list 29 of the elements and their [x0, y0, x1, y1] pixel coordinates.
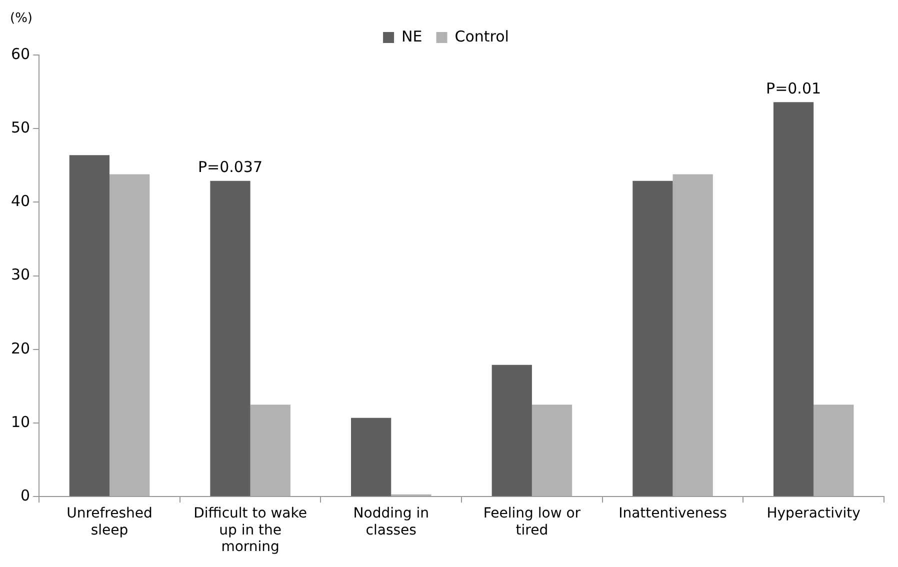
annotation: P=0.01 — [766, 79, 822, 98]
annotation: P=0.037 — [198, 158, 263, 176]
y-tick-label: 0 — [20, 486, 30, 504]
legend-label: Control — [454, 27, 509, 46]
y-tick-label: 20 — [10, 339, 30, 358]
y-tick-label: 50 — [10, 118, 30, 136]
x-tick-label: Nodding in classes — [353, 506, 429, 538]
bar — [492, 364, 532, 496]
x-tick-label: Difficult to wake up in the morning — [194, 506, 308, 556]
y-tick-label: 60 — [10, 44, 30, 63]
x-tick-label: Unrefreshed sleep — [66, 506, 152, 538]
bar — [69, 155, 110, 496]
x-tick-label: Inattentiveness — [618, 506, 727, 522]
bar — [210, 180, 250, 496]
y-tick-label: 40 — [10, 192, 30, 210]
y-tick-label: 30 — [10, 266, 30, 284]
bar — [532, 404, 572, 496]
bar — [814, 404, 854, 496]
y-axis-title: (%) — [10, 10, 32, 26]
legend-label: NE — [402, 27, 422, 46]
bar — [632, 180, 673, 496]
y-tick-label: 10 — [10, 412, 30, 431]
x-tick-label: Hyperactivity — [766, 506, 860, 522]
bar — [109, 174, 150, 496]
bar — [351, 418, 392, 496]
x-tick-label: Feeling low or tired — [483, 506, 581, 538]
bar — [672, 174, 713, 496]
bar — [250, 404, 290, 496]
bar — [773, 102, 814, 496]
